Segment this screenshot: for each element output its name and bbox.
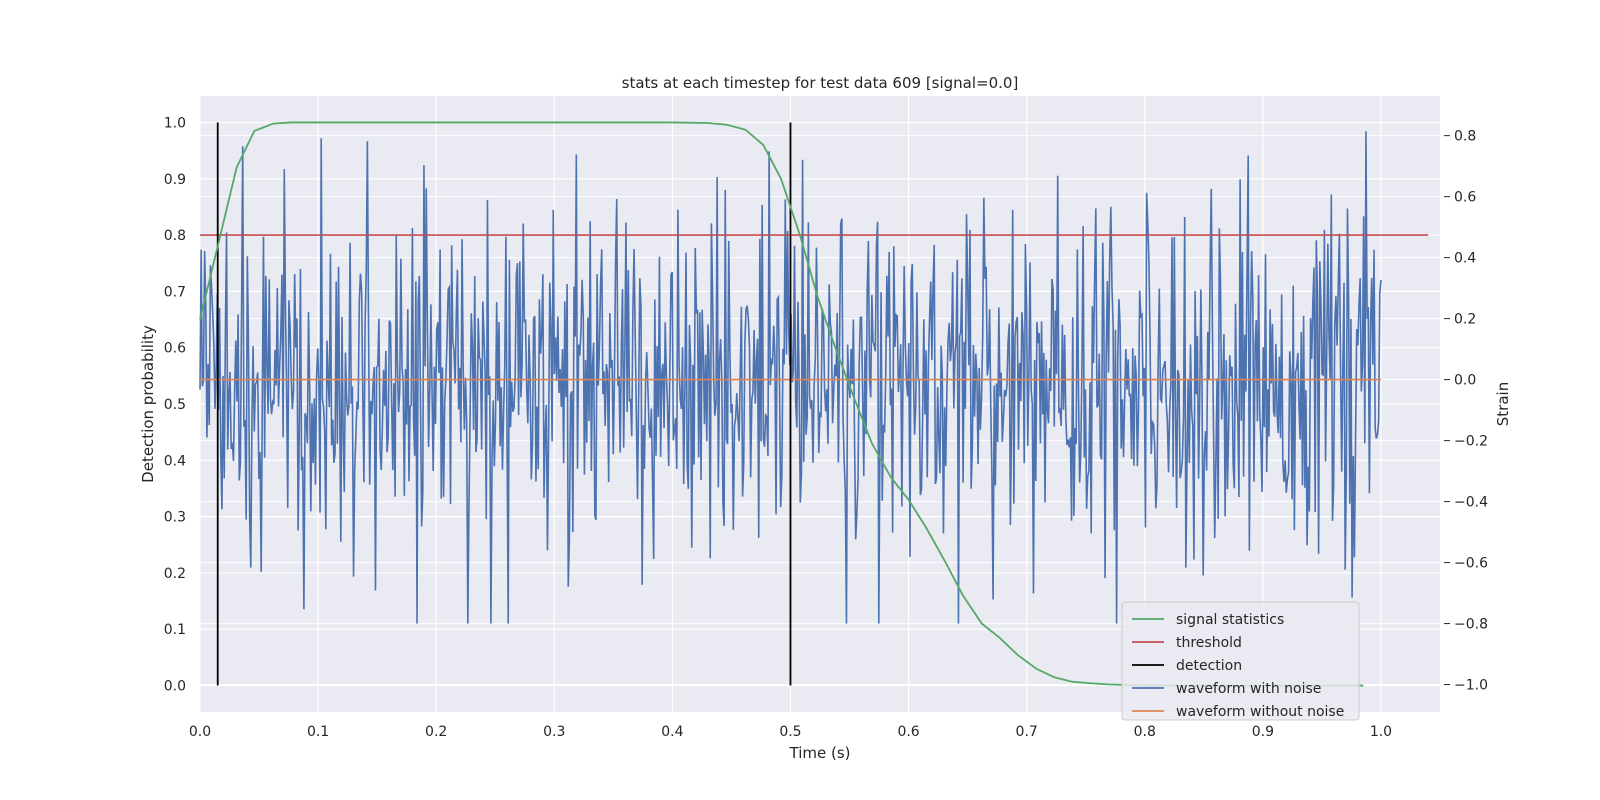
y-right-tick-label: −0.2 <box>1454 434 1488 450</box>
legend: signal statistics threshold detection wavef… <box>1121 601 1360 721</box>
y-tick-label: 1.0 <box>164 115 186 131</box>
x-tick-label: 0.0 <box>189 724 211 740</box>
y-right-tick-label: −0.6 <box>1454 556 1488 572</box>
series-layer <box>199 121 1429 687</box>
legend-box <box>1121 601 1360 721</box>
x-tick-label: 0.4 <box>661 724 683 740</box>
y-tick-label: 0.1 <box>164 622 186 638</box>
x-tick-label: 1.0 <box>1370 724 1392 740</box>
y-right-axis-label: Strain <box>1494 382 1512 426</box>
y-tick-label: 0.4 <box>164 453 186 469</box>
x-tick-labels: 0.0 0.1 0.2 0.3 0.4 0.5 0.6 0.7 0.8 0.9 1.0 <box>189 724 1392 740</box>
y-tick-labels: 0.0 0.1 0.2 0.3 0.4 0.5 0.6 0.7 0.8 0.9 1.0 <box>164 115 186 694</box>
y-tick-label: 0.8 <box>164 228 186 244</box>
y-tick-label: 0.5 <box>164 397 186 413</box>
legend-label: waveform with noise <box>1176 681 1321 697</box>
y-right-tick-label: −0.4 <box>1454 495 1488 511</box>
y-right-tick-label: 0.8 <box>1454 129 1476 145</box>
y-tick-label: 0.2 <box>164 566 186 582</box>
legend-label: detection <box>1176 658 1242 674</box>
x-tick-label: 0.6 <box>897 724 919 740</box>
legend-label: waveform without noise <box>1176 704 1344 720</box>
legend-label: signal statistics <box>1176 612 1284 628</box>
y-right-tick-labels: −1.0 −0.8 −0.6 −0.4 −0.2 0.0 0.2 0.4 0.6 0.8 <box>1444 129 1488 694</box>
x-tick-label: 0.1 <box>307 724 329 740</box>
y-axis-label: Detection probability <box>139 325 157 483</box>
y-tick-label: 0.7 <box>164 284 186 300</box>
x-tick-label: 0.5 <box>779 724 801 740</box>
y-right-tick-label: −1.0 <box>1454 678 1488 694</box>
y-right-tick-label: 0.4 <box>1454 251 1476 267</box>
x-tick-label: 0.8 <box>1134 724 1156 740</box>
x-tick-label: 0.2 <box>425 724 447 740</box>
y-right-tick-label: 0.6 <box>1454 190 1476 206</box>
x-tick-label: 0.7 <box>1016 724 1038 740</box>
y-right-tick-label: −0.8 <box>1454 617 1488 633</box>
x-tick-label: 0.9 <box>1252 724 1274 740</box>
x-tick-label: 0.3 <box>543 724 565 740</box>
y-right-tick-label: 0.0 <box>1454 373 1476 389</box>
x-axis-label: Time (s) <box>789 744 851 762</box>
y-tick-label: 0.9 <box>164 172 186 188</box>
y-tick-label: 0.6 <box>164 341 186 357</box>
series-signal-statistics <box>199 121 1364 687</box>
y-right-tick-label: 0.2 <box>1454 312 1476 328</box>
legend-label: threshold <box>1176 635 1242 651</box>
chart-title: stats at each timestep for test data 609… <box>622 74 1019 92</box>
y-tick-label: 0.0 <box>164 679 186 695</box>
y-tick-label: 0.3 <box>164 510 186 526</box>
